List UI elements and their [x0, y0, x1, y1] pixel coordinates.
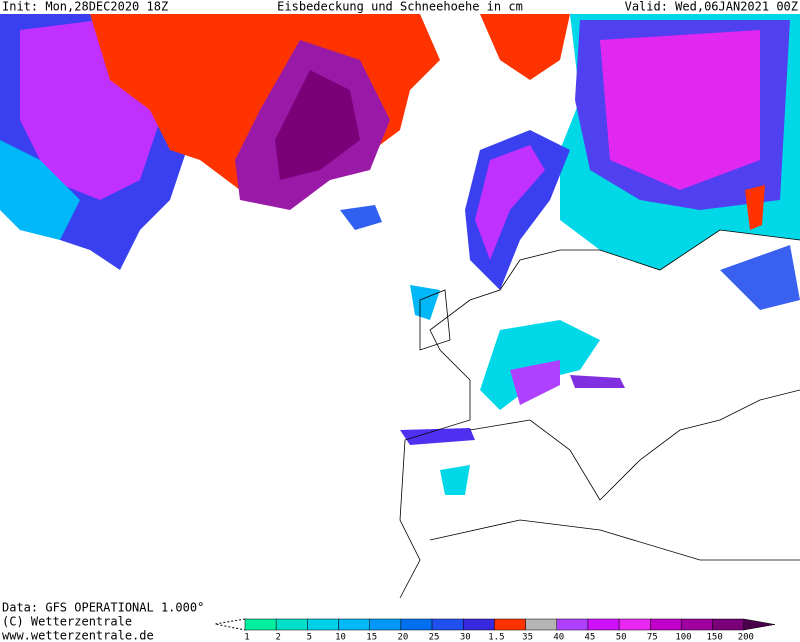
legend-swatch: [525, 618, 558, 631]
legend-swatch: [431, 618, 464, 631]
legend-label: 35: [522, 633, 533, 642]
legend-label: 50: [616, 633, 627, 642]
legend-label: 75: [647, 633, 658, 642]
legend: 1 2 5 10 15 20 25 30 1.5 35 40 45 50 75 100 150 200: [244, 618, 776, 642]
legend-swatch: [681, 618, 713, 631]
legend-swatch: [494, 618, 526, 631]
ice-caspian: [745, 185, 765, 230]
coastline: [419, 289, 451, 351]
legend-swatch: [650, 618, 682, 631]
legend-swatch: [556, 618, 589, 631]
snow-central-asia: [720, 245, 800, 310]
legend-label: 30: [460, 633, 471, 642]
snow-scotland: [410, 285, 440, 320]
legend-label: 20: [397, 633, 408, 642]
legend-swatch: [743, 618, 776, 631]
legend-swatch: [462, 618, 495, 631]
data-source: Data: GFS OPERATIONAL 1.000°: [2, 601, 204, 615]
legend-label: 5: [307, 633, 312, 642]
legend-swatch: [400, 618, 433, 631]
legend-label: 25: [429, 633, 440, 642]
legend-label: 15: [366, 633, 377, 642]
legend-label: 200: [738, 633, 754, 642]
legend-swatch: [338, 618, 370, 631]
legend-label: 2: [275, 633, 280, 642]
legend-label: 150: [707, 633, 723, 642]
init-time: Init: Mon,28DEC2020 18Z: [2, 0, 168, 14]
copyright: (C) Wetterzentrale: [2, 615, 132, 629]
valid-time: Valid: Wed,06JAN2021 00Z: [625, 0, 798, 14]
snow-pyrenees: [400, 428, 475, 445]
legend-swatch: [712, 618, 745, 631]
snow-canada-shallow: [0, 140, 80, 240]
coastline: [469, 389, 800, 501]
snow-alps-deep: [510, 360, 560, 405]
legend-label: 1.5: [488, 633, 504, 642]
snow-russia-deep: [600, 30, 760, 190]
sea-ice-east: [480, 14, 570, 80]
legend-swatch: [587, 618, 620, 631]
greenland-core: [275, 70, 360, 180]
legend-swatch: [275, 618, 308, 631]
legend-label: 40: [553, 633, 564, 642]
legend-swatch: [307, 618, 339, 631]
legend-label: 1: [244, 633, 249, 642]
header-bar: [0, 0, 800, 14]
coastline: [399, 229, 800, 599]
iceland: [340, 205, 382, 230]
map-title: Eisbedeckung und Schneehoehe in cm: [277, 0, 523, 14]
website: www.wetterzentrale.de: [2, 629, 154, 642]
legend-label: 45: [585, 633, 596, 642]
coastline: [429, 519, 800, 561]
legend-swatch: [369, 618, 402, 631]
legend-swatch: [244, 618, 277, 631]
snow-scandinavia-deep: [475, 145, 545, 260]
legend-label: 10: [335, 633, 346, 642]
snow-balkans: [570, 375, 625, 388]
legend-label: 100: [675, 633, 691, 642]
map: [0, 14, 800, 599]
legend-swatch: [618, 618, 651, 631]
snow-spain: [440, 465, 470, 495]
